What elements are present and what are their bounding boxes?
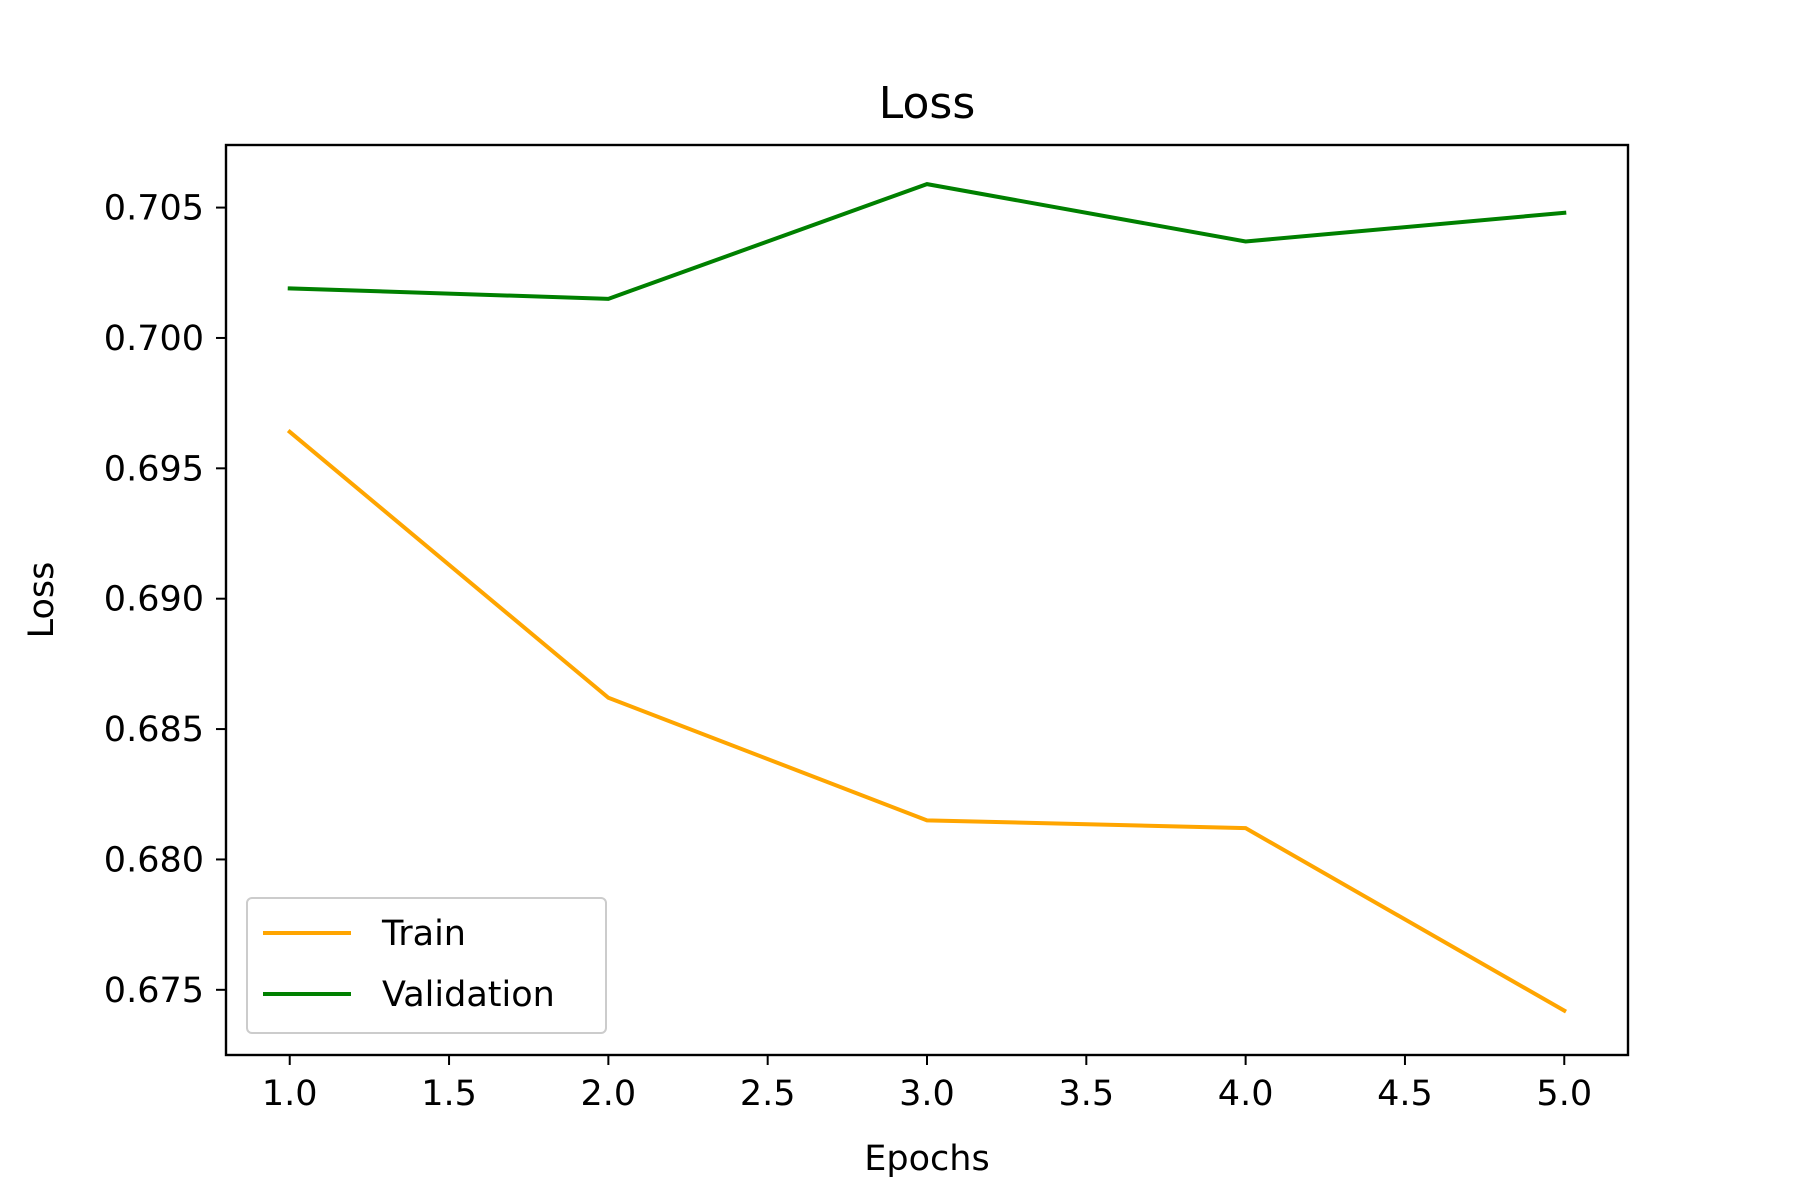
series-layer (286, 182, 1568, 1014)
x-tick-label: 3.0 (899, 1074, 955, 1114)
x-tick-label: 4.5 (1377, 1074, 1433, 1114)
legend-label-validation: Validation (382, 975, 555, 1015)
chart-title: Loss (879, 78, 976, 129)
x-tick-label: 1.5 (421, 1074, 477, 1114)
x-tick-label: 2.5 (740, 1074, 796, 1114)
legend: Train Validation (246, 897, 607, 1034)
y-tick-label: 0.680 (104, 840, 204, 880)
y-tick-label: 0.700 (104, 319, 204, 359)
y-tick-label: 0.690 (104, 580, 204, 620)
x-tick-label: 4.0 (1218, 1074, 1274, 1114)
series-line-train (286, 429, 1568, 1014)
x-tick-label: 3.5 (1058, 1074, 1114, 1114)
series-line-validation (287, 182, 1567, 301)
x-axis-label: Epochs (864, 1139, 989, 1179)
x-axis: 1.0 1.5 2.0 2.5 3.0 3.5 4.0 4.5 5.0 (262, 1055, 1592, 1114)
x-tick-label: 1.0 (262, 1074, 318, 1114)
x-tick-label: 5.0 (1536, 1074, 1592, 1114)
y-tick-label: 0.705 (104, 189, 204, 229)
y-tick-label: 0.695 (104, 449, 204, 489)
y-axis: 0.675 0.680 0.685 0.690 0.695 0.700 0.705 (104, 189, 226, 1011)
x-tick-label: 2.0 (581, 1074, 637, 1114)
y-tick-label: 0.675 (104, 971, 204, 1011)
y-tick-label: 0.685 (104, 710, 204, 750)
y-axis-label: Loss (22, 562, 62, 639)
legend-label-train: Train (381, 914, 466, 954)
